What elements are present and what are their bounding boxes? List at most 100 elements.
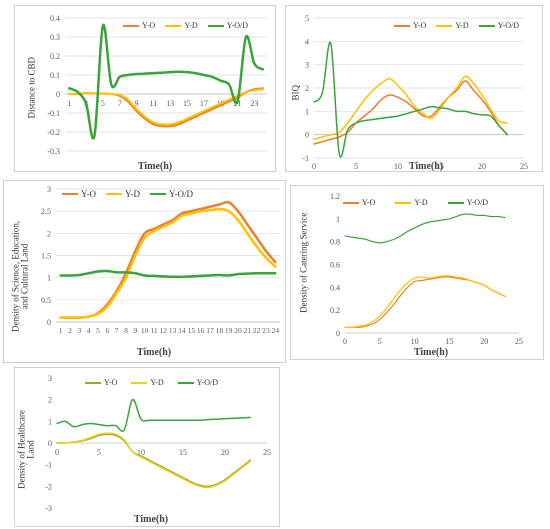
y-axis-label: Density of Science, Education, and Cultu… [10,220,30,333]
legend-label: Y-O/D [466,198,489,207]
series-line-y-d [344,275,506,328]
legend-swatch [150,193,166,195]
x-tick-label: 6 [105,326,109,335]
legend-item: Y-O [62,189,96,199]
y-tick-label: -1 [45,461,52,470]
series-line-y-d [313,75,508,141]
legend-item: Y-D [436,21,469,30]
x-tick-label: 15 [183,99,191,108]
chart-plot-science-education-culture: 32.521.510.501 2 3 4 5 6 7 8 9 10 11 12 13 14 15 16 17 18… [41,185,280,335]
x-tick-label: 20 [234,326,242,335]
x-tick-label: 8 [124,326,128,335]
legend-swatch [394,24,410,27]
x-tick-label: 5 [354,162,358,171]
x-axis-label: Time(h) [408,161,444,172]
legend-item: Y-D [165,21,198,30]
chart-panel-science-education-culture: 3 2.5 2 1.5 1 0.5 0 1 2 3 4 5 6 7 8 9 10 11 12 13 14 15 16 17 18… [3,180,286,363]
legend-label: Y-O [104,378,118,387]
series-line-y-o-d [56,398,251,432]
y-tick-label: 0 [56,90,60,99]
y-tick-label: 1 [336,215,340,224]
legend-item: Y-O/D [150,189,193,199]
y-tick-label: 0.1 [50,71,60,80]
x-axis-label: Time(h) [137,161,173,172]
series-line-y-o [59,200,277,319]
series-line-y-d [59,207,277,319]
x-tick-label: 21 [244,326,252,335]
legend-label: Y-D [414,198,428,207]
chart-plot-distance-to-cbd: 0.40.30.20.10-0.1-0.2-0.31 3 5 7 9 11 13 15 17 19… [47,14,267,156]
chart-legend: Y-O Y-D Y-O/D [123,21,248,30]
series-line-y-o-d [59,269,277,279]
y-tick-label: -1 [302,154,309,163]
x-tick-label: 5 [378,337,382,346]
x-tick-label: 11 [150,326,157,335]
y-tick-label: 0 [305,131,309,140]
y-axis-label: Density of Catering Service [298,212,309,313]
x-tick-label: 20 [480,337,488,346]
chart-panel-catering-service: 1.2 1 0.8 0.6 0.4 0.2 0 0 5 10 15 20 25 Y-O Y-D Y-O/D … [290,185,544,360]
x-tick-label: 0 [312,162,316,171]
x-tick-label: 10 [394,162,402,171]
y-tick-label: -3 [45,504,52,513]
legend-item: Y-D [106,189,140,199]
x-tick-label: 22 [253,326,261,335]
x-tick-label: 3 [77,326,81,335]
x-tick-label: 10 [141,326,149,335]
chart-plot-catering-service: 1.2 1 0.8 0.6 0.4 0.2 00 5 10 15 20 25 [330,192,523,346]
y-tick-label: 0.4 [330,283,340,292]
y-tick-label: -0.3 [47,147,60,156]
legend-item: Y-O [394,21,426,30]
y-tick-label: 0 [336,329,340,338]
legend-label: Y-O/D [226,21,249,30]
x-tick-label: 20 [478,162,486,171]
legend-item: Y-O/D [447,198,489,207]
y-axis-label: Density of Healthcare Land [16,409,36,489]
x-tick-label: 25 [263,448,271,457]
y-tick-label: 0.2 [330,306,340,315]
x-tick-label: 16 [197,326,205,335]
legend-label: Y-O/D [196,378,219,387]
x-tick-label: 14 [178,326,186,335]
y-tick-label: 0.5 [41,296,51,305]
x-tick-label: 17 [206,326,214,335]
x-tick-label: 10 [411,337,419,346]
series-line-y-d [56,432,251,489]
x-axis-label: Time(h) [136,347,172,358]
series-line-y-o-d [313,41,508,158]
legend-swatch [207,24,224,27]
y-tick-label: 0.8 [330,238,340,247]
y-tick-label: 3 [48,374,52,383]
legend-swatch [436,24,453,27]
x-tick-label: 13 [166,99,174,108]
legend-swatch [106,193,122,195]
x-tick-label: 7 [115,326,119,335]
legend-label: Y-O [413,21,427,30]
x-tick-label: 23 [250,99,258,108]
x-axis-label: Time(h) [133,514,169,525]
x-tick-label: 24 [272,326,280,335]
y-tick-label: 2 [47,229,51,238]
legend-label: Y-D [150,378,164,387]
x-tick-label: 18 [216,326,224,335]
x-tick-label: 9 [135,99,139,108]
x-tick-label: 13 [169,326,177,335]
y-tick-label: 2 [305,84,309,93]
series-line-y-d [68,88,264,126]
legend-label: Y-O [362,198,376,207]
legend-label: Y-O [142,21,156,30]
x-tick-label: 15 [188,326,196,335]
y-tick-label: 1 [48,417,52,426]
legend-swatch [478,24,495,27]
legend-swatch [177,381,194,384]
chart-panel-distance-to-cbd: 0.4 0.3 0.2 0.1 0 -0.1 -0.2 -0.3 1 3 5 7 9 11 13 15 17 19… [14,5,276,172]
y-tick-label: 1 [305,107,309,116]
chart-legend: Y-O Y-D Y-O/D [394,21,519,30]
x-tick-label: 23 [262,326,270,335]
chart-legend: Y-O Y-D Y-O/D [343,198,488,207]
legend-swatch [123,24,139,27]
legend-swatch [131,381,148,384]
x-tick-label: 4 [87,326,91,335]
x-tick-label: 15 [179,448,187,457]
